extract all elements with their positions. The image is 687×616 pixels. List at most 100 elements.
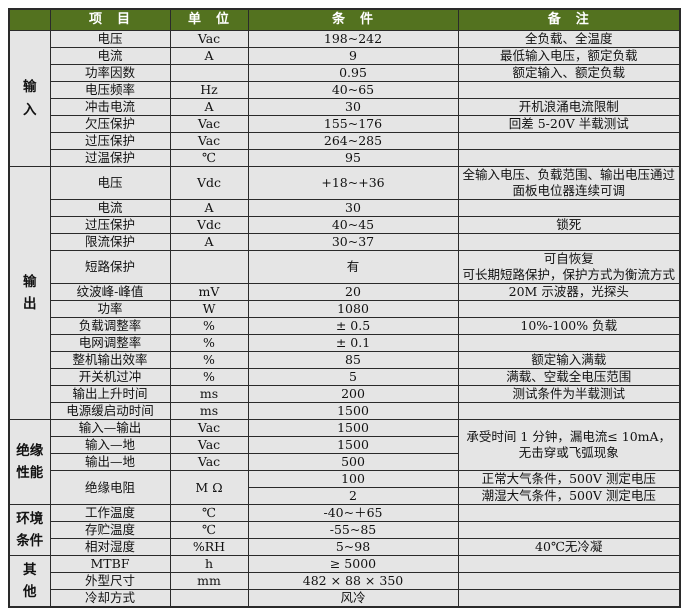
item-cell: 欠压保护 [49, 115, 171, 133]
condition-cell: 0.95 [247, 64, 459, 82]
condition-cell: +18~+36 [247, 166, 459, 200]
header-cell-item: 项 目 [49, 8, 171, 31]
table-row: 过压保护 Vdc 40~45 锁死 [9, 216, 681, 234]
condition-cell: 5~98 [247, 538, 459, 556]
unit-cell: W [169, 300, 249, 318]
remark-cell: 锁死 [457, 216, 681, 234]
unit-cell: A [169, 98, 249, 116]
condition-cell: 9 [247, 47, 459, 65]
remark-cell: 额定输入满载 [457, 351, 681, 369]
table-row: 存贮温度 ℃ -55~85 [9, 521, 681, 539]
item-cell: 冷却方式 [49, 589, 171, 608]
table-row: 绝缘电阻 M Ω 100 正常大气条件，500V 测定电压 [9, 470, 681, 505]
remark-cell: 40℃无冷凝 [457, 538, 681, 556]
row-group-label: 环境 条件 [8, 504, 51, 556]
table-row: 功率 W 1080 [9, 300, 681, 318]
table-row: 2 潮湿大气条件，500V 测定电压 [9, 487, 681, 505]
remark-cell: 20M 示波器，光探头 [457, 283, 681, 301]
remark-cell: 满载、空载全电压范围 [457, 368, 681, 386]
table-row: 电流 A 9 最低输入电压，额定负载 [9, 47, 681, 65]
table-row: 输入—地 Vac 1500 [9, 436, 680, 454]
item-cell: 绝缘电阻 [49, 470, 171, 505]
table-row: 输 入电压 Vac 198~242 全负载、全温度 [8, 30, 681, 167]
remark-cell [457, 132, 681, 150]
condition-cell: ≥ 5000 [247, 555, 459, 573]
unit-cell: ℃ [169, 149, 249, 167]
unit-cell: h [169, 555, 249, 573]
item-cell: 限流保护 [49, 233, 171, 251]
condition-cell: 1500 [247, 419, 459, 437]
item-cell: 输出—地 [49, 453, 171, 471]
table-row: 冲击电流 A 30 开机浪涌电流限制 [9, 98, 681, 116]
table-row: 负载调整率% ± 0.5 10%-100% 负载 [9, 317, 681, 335]
remark-cell: 最低输入电压，额定负载 [457, 47, 681, 65]
unit-cell: Vdc [169, 166, 249, 200]
table-row: 冷却方式 风冷 [9, 589, 681, 608]
item-cell: 过温保护 [49, 149, 171, 167]
item-cell: 开关机过冲 [49, 368, 171, 386]
condition-cell: 有 [247, 250, 459, 284]
unit-cell: % [169, 317, 249, 335]
unit-cell: Vdc [169, 216, 249, 234]
remark-cell: 开机浪涌电流限制 [457, 98, 681, 116]
item-cell: 冲击电流 [49, 98, 171, 116]
unit-cell [169, 64, 249, 82]
header-cell-group [8, 8, 51, 31]
condition-cell: 482 × 88 × 350 [247, 572, 459, 590]
item-cell: 输入—输出 [49, 419, 171, 437]
unit-cell: %RH [169, 538, 249, 556]
remark-cell: 额定输入、额定负载 [457, 64, 681, 82]
table-row: 功率因数 0.95 额定输入、额定负载 [9, 64, 681, 82]
item-cell: 存贮温度 [49, 521, 171, 539]
unit-cell: % [169, 351, 249, 369]
table-row: 限流保护 A 30~37 [9, 233, 681, 251]
item-cell: 电压 [49, 166, 171, 200]
item-cell: 功率 [49, 300, 171, 318]
unit-cell: mV [169, 283, 249, 301]
table-row: 绝缘 性能 输入—输出 Vac 1500 承受时间 1 分钟，漏电流≤ 10mA， 无击… [8, 419, 681, 505]
condition-cell: 40~45 [247, 216, 459, 234]
unit-cell: Vac [169, 115, 249, 133]
condition-cell: -40~＋65 [247, 504, 459, 522]
item-cell: 负载调整率 [49, 317, 171, 335]
row-group-label: 输 入 [8, 30, 51, 167]
item-cell: 整机输出效率 [49, 351, 171, 369]
item-cell: 外型尺寸 [49, 572, 171, 590]
remark-cell [457, 81, 681, 99]
condition-cell: 1500 [247, 436, 459, 454]
condition-cell: 85 [247, 351, 459, 369]
condition-cell: 500 [247, 453, 459, 471]
condition-cell: 264~285 [247, 132, 459, 150]
unit-cell: Vac [169, 30, 249, 48]
table-row: 短路保护 有可自恢复 可长期短路保护，保护方式为衡流方式 [9, 250, 681, 284]
remark-cell [457, 199, 681, 217]
unit-cell: Vac [169, 436, 249, 454]
condition-cell: 40~65 [247, 81, 459, 99]
condition-cell: 95 [247, 149, 459, 167]
table-row: 输 出电压 Vdc +18~+36 全输入电压、负载范围、输出电压通过 面板电位器连续… [8, 166, 681, 420]
unit-cell: mm [169, 572, 249, 590]
condition-cell: 30 [247, 199, 459, 217]
condition-cell: 风冷 [247, 589, 459, 608]
table-row: 输出—地 Vac 500 [9, 453, 680, 471]
unit-cell: A [169, 233, 249, 251]
condition-cell: 155~176 [247, 115, 459, 133]
unit-cell: % [169, 368, 249, 386]
item-cell: 电网调整率 [49, 334, 171, 352]
table-row: 外型尺寸 mm 482 × 88 × 350 [9, 572, 681, 590]
table-row: 输出上升时间 ms 200 测试条件为半载测试 [9, 385, 681, 403]
item-cell: 短路保护 [49, 250, 171, 284]
unit-cell [169, 589, 249, 608]
remark-cell [457, 572, 681, 590]
remark-cell [457, 555, 681, 573]
item-cell: 输入—地 [49, 436, 171, 454]
unit-cell: M Ω [169, 470, 249, 505]
table-row: 相对湿度 %RH 5~98 40℃无冷凝 [9, 538, 681, 556]
condition-cell: 100 [247, 470, 459, 488]
unit-cell: ℃ [169, 504, 249, 522]
unit-cell: Vac [169, 419, 249, 437]
remark-cell: 回差 5-20V 半载测试 [457, 115, 681, 133]
header-cell-remark: 备 注 [457, 8, 681, 31]
remark-cell: 潮湿大气条件，500V 测定电压 [457, 487, 681, 505]
remark-cell [457, 402, 681, 420]
